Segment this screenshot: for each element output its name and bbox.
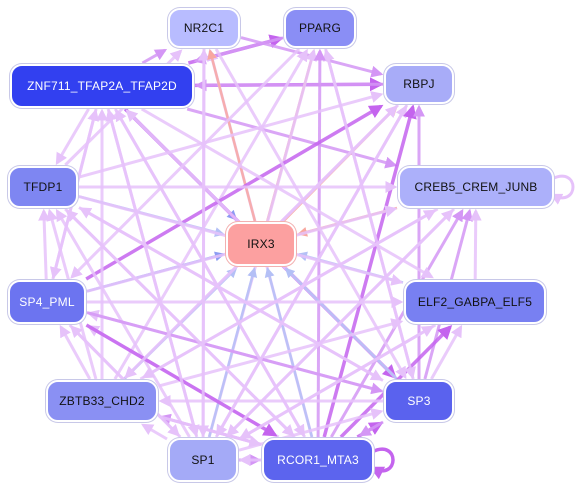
node-elf2[interactable]: ELF2_GABPA_ELF5 [404,280,546,324]
node-label: SP1 [191,453,215,467]
edge-nr2c1-to-sp3 [214,48,407,380]
node-label: NR2C1 [183,21,225,35]
edge-rcor1-to-pparg [313,48,326,438]
edge-sp3-to-irx3 [284,267,398,380]
node-sp3[interactable]: SP3 [384,380,454,422]
edge-rbpj-to-sp1 [216,104,409,438]
edge-nr2c1-to-sp1 [197,48,210,438]
node-label: IRX3 [247,237,275,251]
node-label: CREB5_CREM_JUNB [414,180,538,194]
edge-znf711-to-tfdp1 [55,108,90,166]
node-label: SP4_PML [19,295,75,309]
node-label: SP3 [407,394,431,408]
edge-elf2-to-creb5 [469,208,482,280]
node-irx3[interactable]: IRX3 [226,222,296,266]
edge-rcor1-to-irx3 [264,267,314,438]
node-pparg[interactable]: PPARG [284,8,356,48]
edge-znf711-to-nr2c1 [141,48,168,65]
edge-znf711-to-sp1 [106,108,200,438]
edge-zbtb33-to-pparg [113,48,308,380]
edge-creb5-to-sp1 [226,207,456,437]
edge-sp3-to-rcor1 [358,420,384,437]
edge-sp4-to-rbpj [85,104,384,281]
node-rcor1[interactable]: RCOR1_MTA3 [262,438,374,482]
edge-znf711-to-rcor1 [114,108,305,438]
node-rbpj[interactable]: RBPJ [384,64,454,104]
edge-tfdp1-to-sp3 [78,206,384,381]
edge-pparg-to-sp3 [324,48,416,380]
node-creb5[interactable]: CREB5_CREM_JUNB [398,166,554,208]
node-tfdp1[interactable]: TFDP1 [8,166,78,208]
node-label: ELF2_GABPA_ELF5 [417,295,533,309]
self-loop-rcor1 [369,447,395,480]
edge-sp4-to-tfdp1 [38,208,51,280]
edge-creb5-to-zbtb33 [141,207,439,379]
node-label: TFDP1 [23,180,63,194]
self-loop-creb5 [549,174,575,205]
edge-znf711-to-elf2 [140,107,434,279]
edge-rbpj-to-znf711 [194,79,384,92]
node-label: PPARG [298,21,342,35]
node-znf711[interactable]: ZNF711_TFAP2A_TFAP2D [10,64,194,108]
node-sp1[interactable]: SP1 [168,438,238,482]
node-sp4[interactable]: SP4_PML [8,280,86,324]
edge-elf2-to-sp1 [238,323,437,440]
node-label: RBPJ [403,77,435,91]
edge-sp3-to-elf2 [430,324,463,380]
node-label: RCOR1_MTA3 [277,453,359,467]
edge-zbtb33-to-sp4 [59,324,92,380]
node-label: ZBTB33_CHD2 [59,394,145,408]
node-zbtb33[interactable]: ZBTB33_CHD2 [46,380,158,422]
edge-zbtb33-to-elf2 [158,318,404,388]
node-label: ZNF711_TFAP2A_TFAP2D [27,79,177,93]
node-nr2c1[interactable]: NR2C1 [168,8,240,48]
edge-sp4-to-sp3 [86,311,384,395]
edge-tfdp1-to-rbpj [78,91,384,179]
edge-sp1-to-irx3 [207,267,258,438]
edge-pparg-to-sp4 [70,47,301,279]
edge-sp1-to-zbtb33 [141,423,168,441]
